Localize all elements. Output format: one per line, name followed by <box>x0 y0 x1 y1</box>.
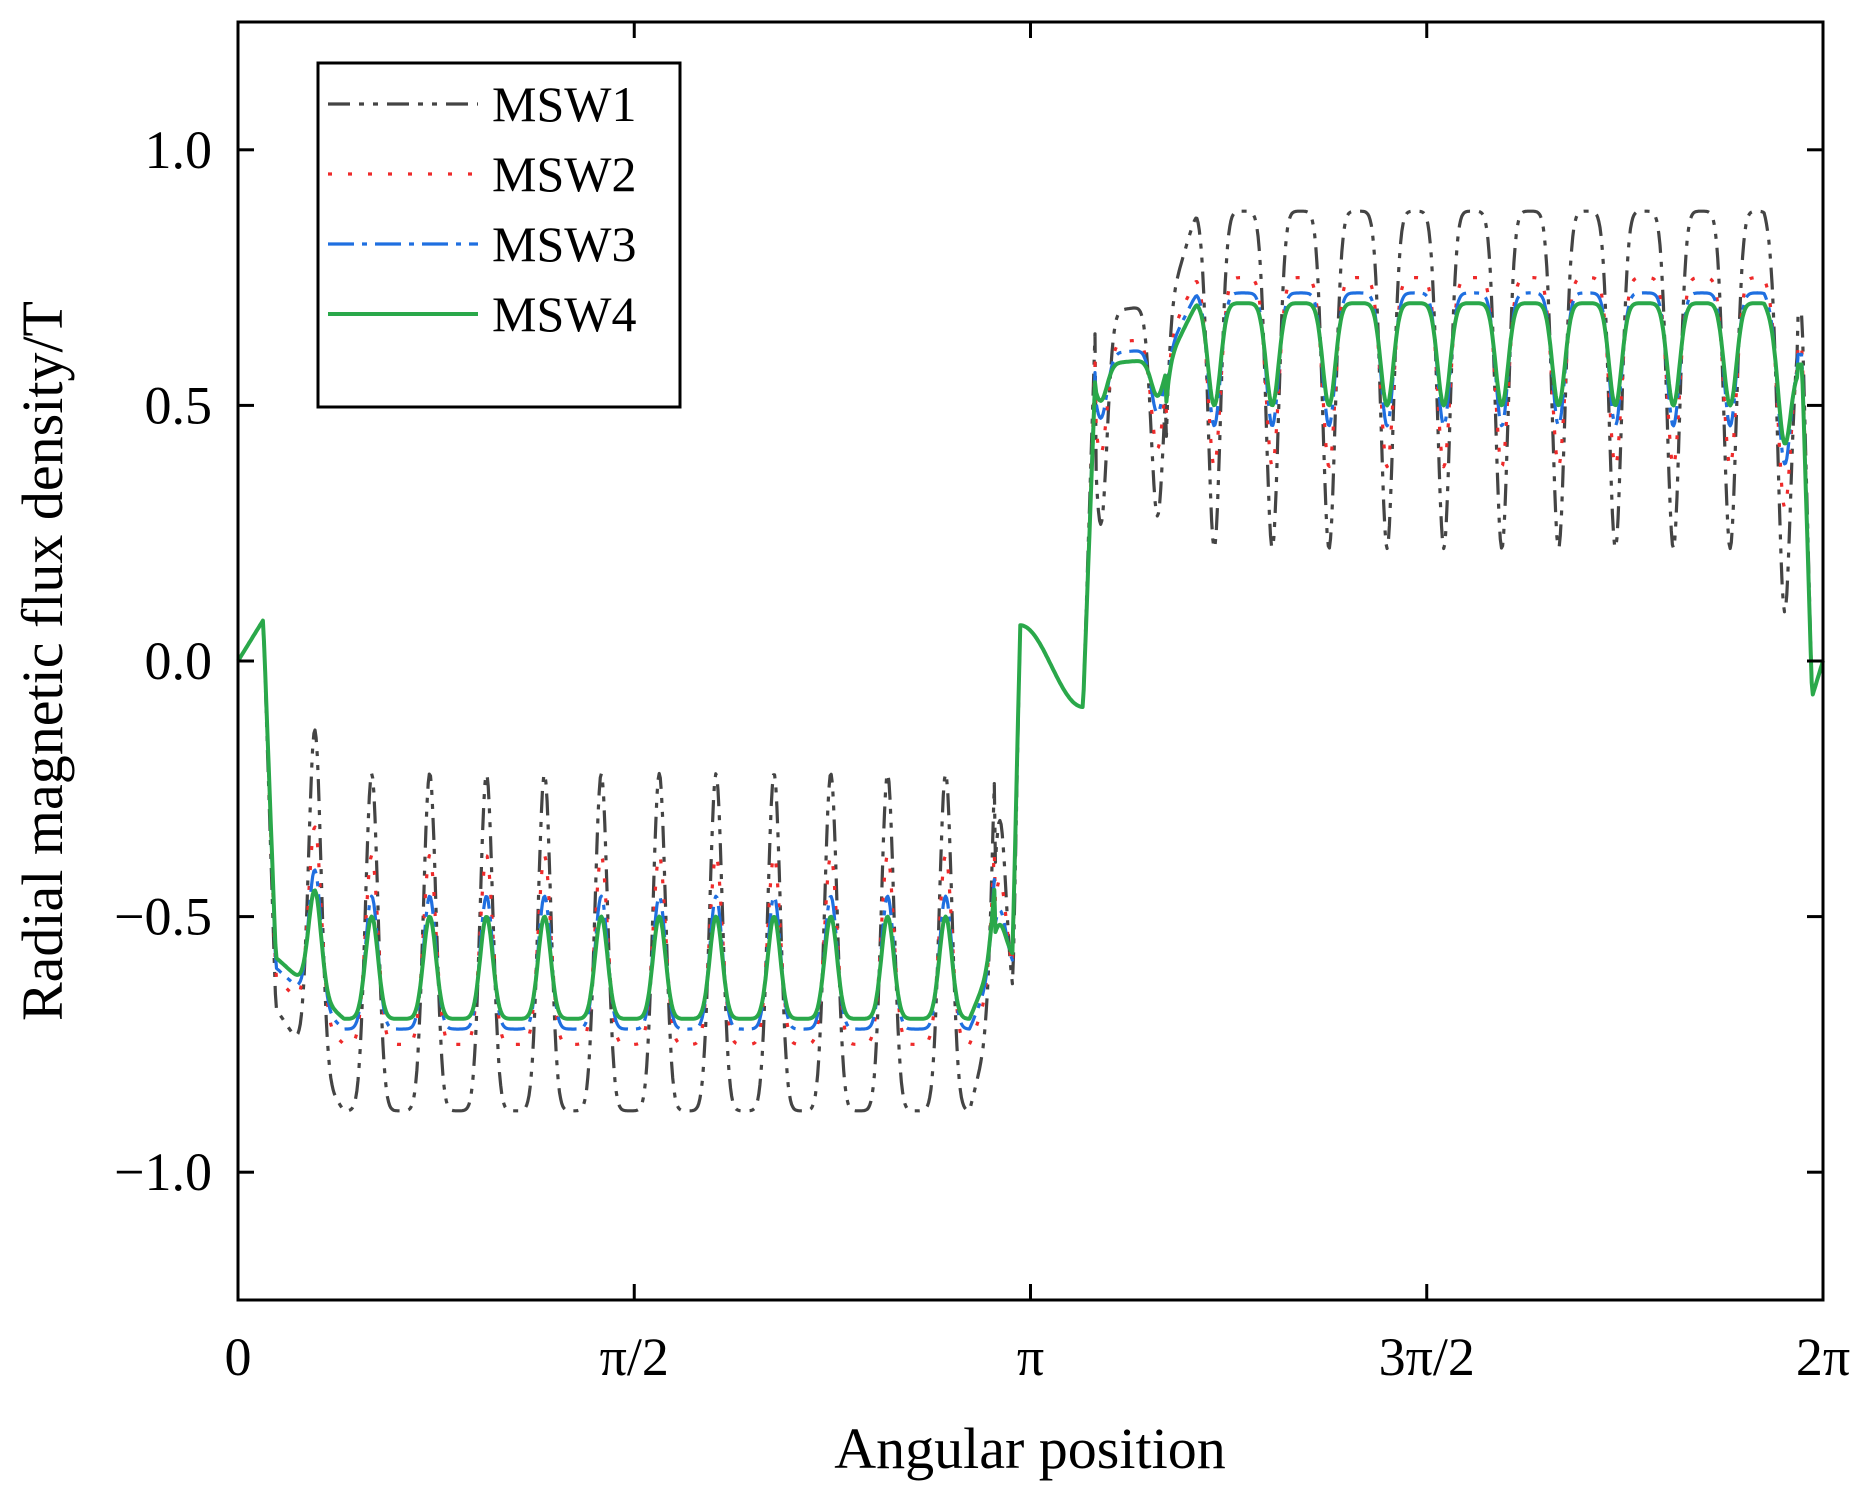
ticks-layer <box>236 22 1825 1300</box>
legend-label: MSW1 <box>492 76 636 132</box>
x-axis-title: Angular position <box>834 1416 1225 1481</box>
x-tick-label: 2π <box>1796 1327 1850 1387</box>
y-tick-label: 1.0 <box>145 120 213 180</box>
legend-box <box>316 61 682 409</box>
legend-label: MSW3 <box>492 216 636 272</box>
x-tick-label: π <box>1017 1327 1044 1387</box>
x-tick-label: 0 <box>225 1327 252 1387</box>
series-layer <box>236 209 1825 1113</box>
legend-label: MSW4 <box>492 286 636 342</box>
y-tick-label: 0.5 <box>145 375 213 435</box>
x-tick-label: π/2 <box>600 1327 669 1387</box>
series-line-msw2 <box>236 276 1825 1046</box>
y-axis-title: Radial magnetic flux density/T <box>10 301 75 1021</box>
y-tick-label: 0.0 <box>145 631 213 691</box>
y-tick-labels: 1.0 0.5 0.0 −0.5 −1.0 <box>114 120 212 1202</box>
legend-label: MSW2 <box>492 146 636 202</box>
y-tick-label: −1.0 <box>114 1142 212 1202</box>
x-tick-labels: 0 π/2 π 3π/2 2π <box>225 1327 1851 1387</box>
legend: MSW1 MSW2 MSW3 MSW4 <box>316 61 682 409</box>
x-tick-label: 3π/2 <box>1379 1327 1475 1387</box>
series-line-msw4 <box>236 301 1825 1021</box>
y-tick-label: −0.5 <box>114 887 212 947</box>
